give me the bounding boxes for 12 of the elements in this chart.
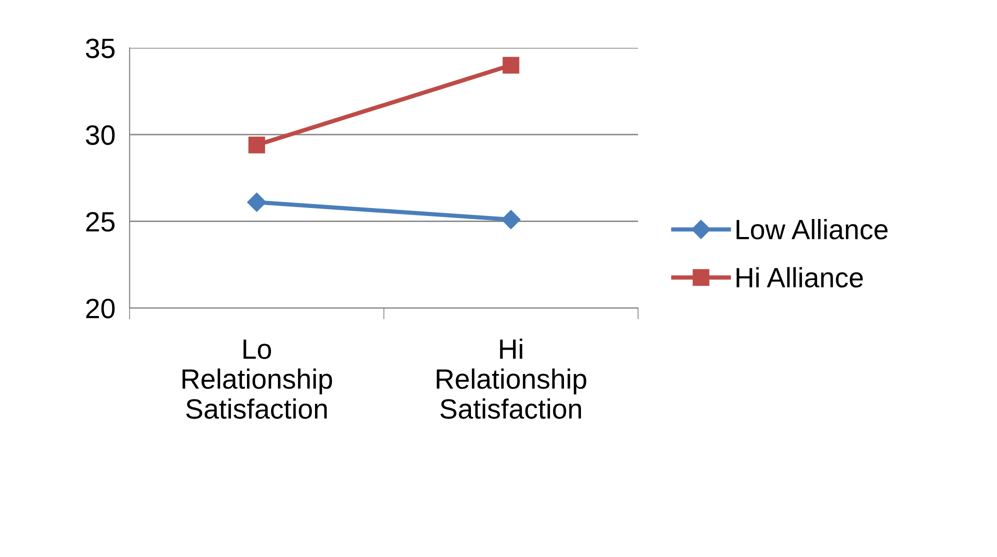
- y-tick-label: 35: [86, 38, 115, 58]
- point: [502, 56, 520, 74]
- y-tick-label: 25: [86, 212, 115, 232]
- x-tick-label: Lo Relationship Satisfaction: [182, 340, 332, 419]
- legend-label: Low Alliance: [736, 218, 888, 240]
- legend-label: Hi Alliance: [736, 267, 863, 288]
- point: [501, 210, 520, 230]
- y-tick-label: 30: [86, 125, 115, 145]
- point: [248, 136, 266, 154]
- y-tick-label: 20: [86, 298, 115, 318]
- x-tick-label: Hi Relationship Satisfaction: [436, 338, 586, 419]
- point: [247, 192, 266, 212]
